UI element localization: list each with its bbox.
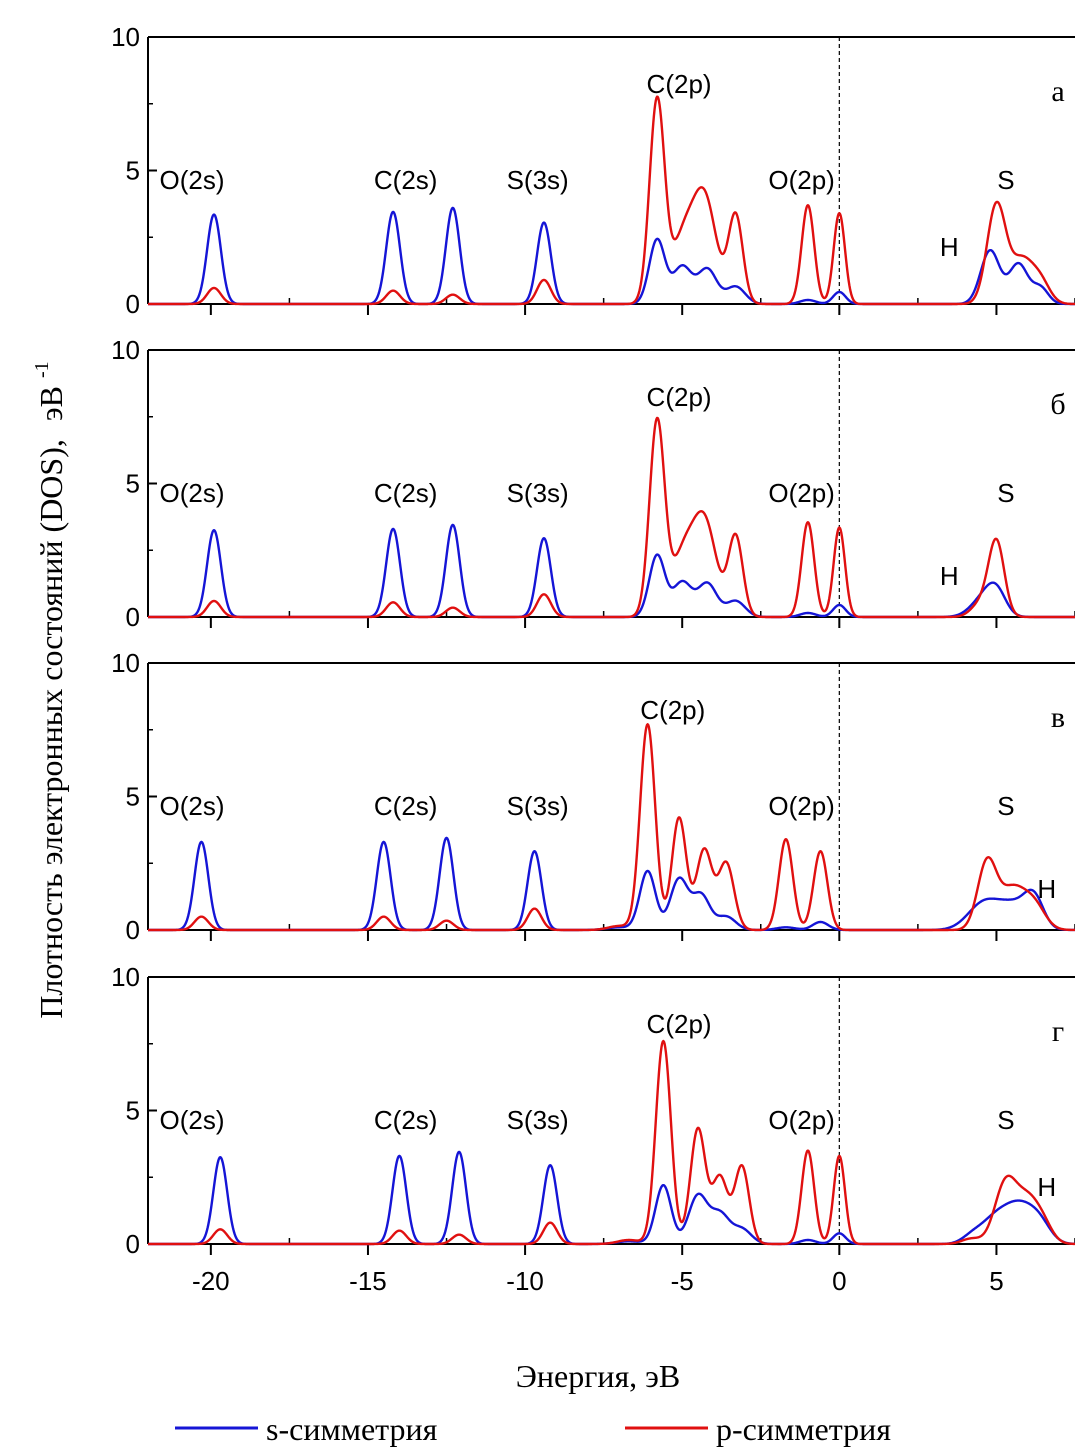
panel-c: 0 5 10 O(2s) C(2s) S(3s) C(2p) O(2p) S Hв <box>111 648 1075 945</box>
panel-letter: г <box>1052 1015 1064 1048</box>
peak-label: O(2s) <box>159 478 224 508</box>
peak-label: S <box>997 478 1014 508</box>
panel-letter: а <box>1051 75 1064 108</box>
y-axis-title-unit: эВ <box>33 386 69 421</box>
peak-label: C(2p) <box>647 69 712 99</box>
panel-a: 0 5 10 O(2s) C(2s) S(3s) C(2p) O(2p) S Hа <box>111 22 1075 319</box>
peak-label: O(2s) <box>159 791 224 821</box>
y-tick-label: 5 <box>126 782 140 812</box>
panel-b: 0 5 10 O(2s) C(2s) S(3s) C(2p) O(2p) S Hб <box>111 335 1075 632</box>
y-tick-label: 10 <box>111 962 140 992</box>
peak-label: O(2p) <box>768 165 834 195</box>
peak-label: S(3s) <box>507 1105 569 1135</box>
peak-label: C(2s) <box>374 165 438 195</box>
peak-label: S(3s) <box>507 791 569 821</box>
panel-letter: в <box>1051 701 1065 734</box>
panel-letter: б <box>1050 388 1065 421</box>
peak-label: C(2s) <box>374 478 438 508</box>
y-tick-label: 0 <box>126 289 140 319</box>
y-tick-label: 5 <box>126 1096 140 1126</box>
peak-label: H <box>940 561 959 591</box>
y-tick-label: 0 <box>126 602 140 632</box>
peak-label: C(2s) <box>374 791 438 821</box>
series-p-line <box>147 95 1075 306</box>
series-s-line <box>147 836 1075 932</box>
peak-label: O(2p) <box>768 478 834 508</box>
y-tick-label: 5 <box>126 156 140 186</box>
x-tick-label: -10 <box>506 1266 544 1296</box>
series-p-line <box>147 416 1075 619</box>
peak-label: O(2p) <box>768 1105 834 1135</box>
series-p-line <box>147 1039 1075 1246</box>
peak-label: C(2p) <box>647 382 712 412</box>
y-tick-label: 0 <box>126 915 140 945</box>
peak-label: H <box>1037 874 1056 904</box>
dos-panels: 0 5 10 O(2s) C(2s) S(3s) C(2p) O(2p) S Hа 0 5 10 O(2s… <box>111 22 1075 1296</box>
peak-label: S <box>997 1105 1014 1135</box>
y-tick-label: 10 <box>111 22 140 52</box>
y-tick-label: 5 <box>126 469 140 499</box>
y-axis-title-main: Плотность электронных состояний (DOS), <box>33 439 69 1019</box>
x-tick-label: -15 <box>349 1266 387 1296</box>
peak-label: S <box>997 791 1014 821</box>
peak-label: O(2s) <box>159 1105 224 1135</box>
series-s-line <box>147 1150 1075 1246</box>
y-tick-label: 0 <box>126 1229 140 1259</box>
series-p-line <box>147 723 1075 932</box>
peak-label: H <box>940 232 959 262</box>
x-tick-label: 0 <box>832 1266 846 1296</box>
x-tick-label: 5 <box>989 1266 1003 1296</box>
peak-label: O(2s) <box>159 165 224 195</box>
peak-label: C(2s) <box>374 1105 438 1135</box>
peak-label: C(2p) <box>640 695 705 725</box>
x-axis-title: Энергия, эВ <box>516 1358 681 1394</box>
y-axis-title-unit-sup: -1 <box>31 361 53 378</box>
y-tick-label: 10 <box>111 648 140 678</box>
x-tick-label: -5 <box>671 1266 694 1296</box>
peak-label: H <box>1037 1172 1056 1202</box>
peak-label: S(3s) <box>507 165 569 195</box>
series-s-line <box>147 523 1075 619</box>
panel-d: 0 5 10 O(2s) C(2s) S(3s) C(2p) O(2p) S Hг <box>111 962 1075 1259</box>
peak-label: S(3s) <box>507 478 569 508</box>
legend: s-симметрия p-симметрия <box>175 1411 891 1447</box>
y-tick-label: 10 <box>111 335 140 365</box>
peak-label: S <box>997 165 1014 195</box>
peak-label: C(2p) <box>647 1009 712 1039</box>
x-tick-label: -20 <box>192 1266 230 1296</box>
legend-label-s: s-симметрия <box>266 1411 438 1447</box>
legend-label-p: p-симметрия <box>716 1411 891 1447</box>
y-axis-title: Плотность электронных состояний (DOS), э… <box>31 361 69 1018</box>
series-s-line <box>147 206 1075 306</box>
peak-label: O(2p) <box>768 791 834 821</box>
